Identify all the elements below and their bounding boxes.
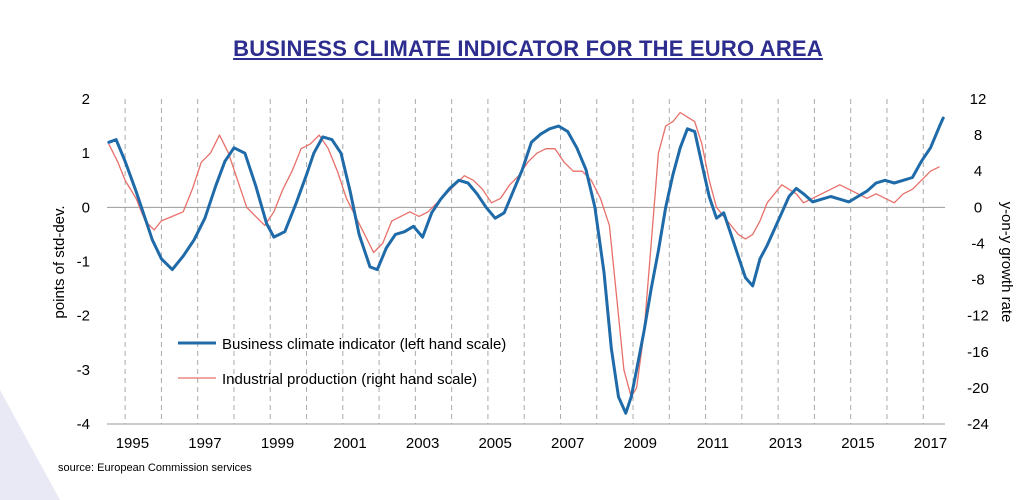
x-tick-label: 2001 <box>333 435 366 452</box>
y-tick-label-left: 0 <box>82 199 90 216</box>
y-axis-title-left: points of std-dev. <box>51 205 68 318</box>
x-tick-label: 1997 <box>188 435 221 452</box>
legend-label-bci: Business climate indicator (left hand sc… <box>222 336 506 353</box>
y-axis-title-right: y-on-y growth rate <box>998 202 1015 323</box>
y-tick-label-right: -8 <box>971 272 984 289</box>
y-tick-label-left: 2 <box>82 91 90 108</box>
y-tick-label-left: 1 <box>82 145 90 162</box>
y-tick-label-left: -2 <box>77 308 90 325</box>
series-line-business-climate-indicator <box>107 116 945 415</box>
y-tick-label-right: -24 <box>967 416 989 433</box>
x-tick-label: 1999 <box>261 435 294 452</box>
chart: 2 1 0 -1 -2 -3 -4 12 8 4 0 -4 -8 -12 -16 -20 -24 1995 1997… <box>51 91 1015 452</box>
x-tick-label: 2015 <box>841 435 874 452</box>
x-tick-label: 2013 <box>769 435 802 452</box>
y-tick-label-left: -3 <box>77 362 90 379</box>
y-tick-label-right: 4 <box>974 163 982 180</box>
y-tick-label-right: -16 <box>967 344 989 361</box>
series-line-industrial-production <box>108 111 940 398</box>
source-note: source: European Commission services <box>58 462 252 474</box>
y-tick-label-right: 8 <box>974 127 982 144</box>
x-tick-label: 1995 <box>116 435 149 452</box>
y-tick-label-left: -1 <box>77 254 90 271</box>
y-tick-label-right: -4 <box>971 235 984 252</box>
y-tick-label-left: -4 <box>77 416 90 433</box>
y-tick-label-right: -12 <box>967 308 989 325</box>
decorative-corner-shape <box>0 390 60 500</box>
x-tick-label: 2017 <box>914 435 947 452</box>
x-tick-label: 2011 <box>697 435 729 452</box>
legend-label-ip: Industrial production (right hand scale) <box>222 371 477 388</box>
x-tick-label: 2009 <box>624 435 657 452</box>
y-tick-label-right: -20 <box>967 380 989 397</box>
x-tick-label: 2007 <box>551 435 584 452</box>
y-tick-label-right: 12 <box>970 91 987 108</box>
x-tick-label: 2005 <box>478 435 511 452</box>
x-tick-label: 2003 <box>406 435 439 452</box>
chart-title: BUSINESS CLIMATE INDICATOR FOR THE EURO … <box>233 36 823 61</box>
y-tick-label-right: 0 <box>974 199 982 216</box>
